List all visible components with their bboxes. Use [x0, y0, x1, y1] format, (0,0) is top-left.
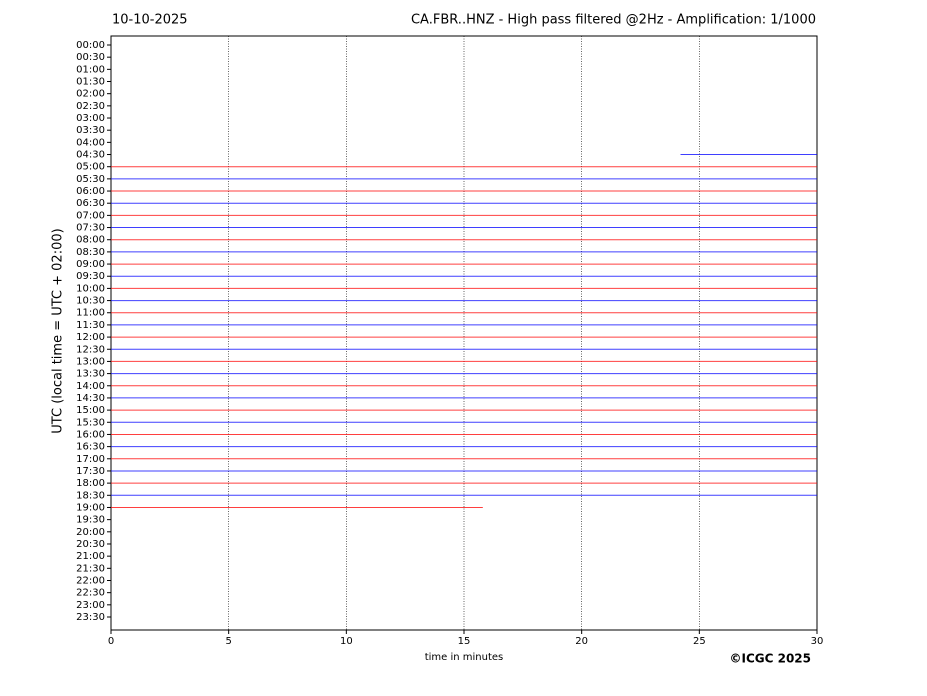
y-tick-label: 16:30: [76, 442, 105, 453]
y-tick-label: 08:00: [76, 235, 105, 246]
y-tick-label: 17:00: [76, 454, 105, 465]
y-tick-label: 21:00: [76, 551, 105, 562]
y-tick-label: 12:30: [76, 344, 105, 355]
x-tick-label: 10: [340, 636, 353, 647]
x-axis-label: time in minutes: [425, 652, 504, 663]
y-tick-label: 20:00: [76, 527, 105, 538]
y-tick-label: 10:00: [76, 283, 105, 294]
y-tick-label: 22:00: [76, 575, 105, 586]
y-tick-label: 13:00: [76, 356, 105, 367]
y-tick-label: 09:00: [76, 259, 105, 270]
y-tick-label: 15:00: [76, 405, 105, 416]
y-tick-label: 05:30: [76, 174, 105, 185]
y-tick-label: 15:30: [76, 417, 105, 428]
y-tick-label: 06:30: [76, 198, 105, 209]
date-title: 10-10-2025: [112, 13, 188, 28]
y-tick-label: 17:30: [76, 466, 105, 477]
y-tick-label: 03:00: [76, 113, 105, 124]
x-tick-label: 20: [575, 636, 588, 647]
copyright: ©ICGC 2025: [729, 652, 811, 666]
x-tick-label: 30: [811, 636, 824, 647]
y-tick-label: 18:30: [76, 490, 105, 501]
y-tick-label: 16:00: [76, 429, 105, 440]
y-tick-label: 07:00: [76, 210, 105, 221]
y-tick-label: 21:30: [76, 563, 105, 574]
y-tick-label: 00:00: [76, 40, 105, 51]
y-tick-label: 14:00: [76, 381, 105, 392]
y-tick-label: 18:00: [76, 478, 105, 489]
x-tick-label: 0: [108, 636, 114, 647]
y-tick-label: 01:30: [76, 77, 105, 88]
chart-title: CA.FBR..HNZ - High pass filtered @2Hz - …: [411, 13, 816, 28]
y-tick-label: 11:00: [76, 308, 105, 319]
y-tick-label: 13:30: [76, 369, 105, 380]
y-tick-label: 23:00: [76, 600, 105, 611]
x-tick-label: 25: [693, 636, 706, 647]
y-tick-label: 19:00: [76, 502, 105, 513]
y-tick-label: 08:30: [76, 247, 105, 258]
y-tick-label: 12:00: [76, 332, 105, 343]
y-tick-label: 00:30: [76, 52, 105, 63]
y-tick-label: 10:30: [76, 296, 105, 307]
y-axis-label: UTC (local time = UTC + 02:00): [51, 228, 66, 433]
y-tick-label: 04:00: [76, 137, 105, 148]
y-tick-label: 19:30: [76, 515, 105, 526]
plot-frame: [110, 35, 818, 631]
y-tick-label: 02:30: [76, 101, 105, 112]
y-tick-label: 14:30: [76, 393, 105, 404]
y-tick-label: 04:30: [76, 150, 105, 161]
y-tick-label: 07:30: [76, 223, 105, 234]
y-tick-label: 05:00: [76, 162, 105, 173]
y-tick-label: 06:00: [76, 186, 105, 197]
y-tick-label: 23:30: [76, 612, 105, 623]
y-tick-label: 11:30: [76, 320, 105, 331]
x-tick-label: 5: [225, 636, 231, 647]
y-tick-label: 22:30: [76, 588, 105, 599]
y-tick-label: 02:00: [76, 89, 105, 100]
x-tick-label: 15: [458, 636, 471, 647]
y-tick-label: 01:00: [76, 64, 105, 75]
y-tick-label: 03:30: [76, 125, 105, 136]
y-tick-label: 20:30: [76, 539, 105, 550]
y-tick-label: 09:30: [76, 271, 105, 282]
